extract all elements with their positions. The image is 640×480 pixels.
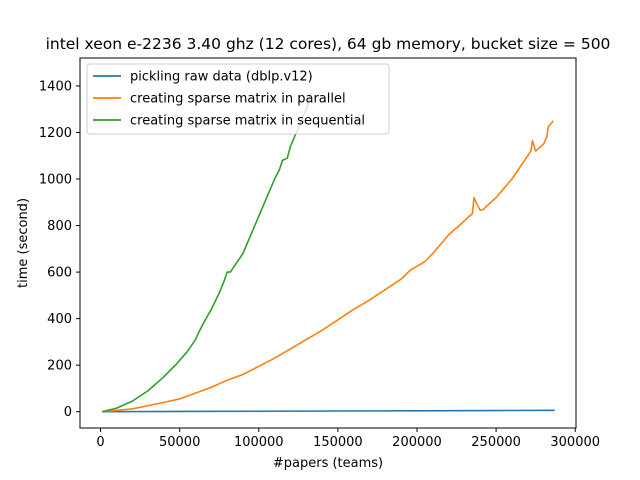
x-tick-label: 0 [96,435,104,450]
y-tick-label: 400 [47,312,72,327]
x-axis-label: #papers (teams) [273,456,383,471]
chart-title: intel xeon e-2236 3.40 ghz (12 cores), 6… [46,35,611,53]
legend-entry-label: pickling raw data (dblp.v12) [130,70,313,85]
legend-entry-label: creating sparse matrix in parallel [130,92,346,107]
y-tick-label: 0 [64,405,72,420]
y-tick-label: 200 [47,359,72,374]
x-tick-label: 250000 [471,435,521,450]
x-axis: 0 50000 100000 150000 200000 250000 300000 [96,428,600,450]
y-axis-label: time (second) [16,198,31,288]
y-tick-label: 800 [47,219,72,234]
legend-entry-label: creating sparse matrix in sequential [130,114,365,129]
y-tick-label: 1000 [39,173,72,188]
y-tick-label: 1200 [39,126,72,141]
series-line-3 [101,92,312,413]
legend-box [86,63,390,135]
series-line-2 [102,120,554,413]
x-tick-label: 200000 [392,435,442,450]
x-tick-label: 50000 [159,435,200,450]
plot-area-frame [79,57,577,429]
legend: pickling raw data (dblp.v12) creating spa… [86,63,390,135]
x-tick-label: 100000 [234,435,284,450]
y-tick-label: 600 [47,266,72,281]
x-tick-label: 150000 [313,435,363,450]
y-tick-label: 1400 [39,79,72,94]
x-tick-label: 300000 [550,435,600,450]
series-line-1 [102,409,555,413]
y-axis: 0 200 400 600 800 1000 1200 1400 [39,79,80,420]
